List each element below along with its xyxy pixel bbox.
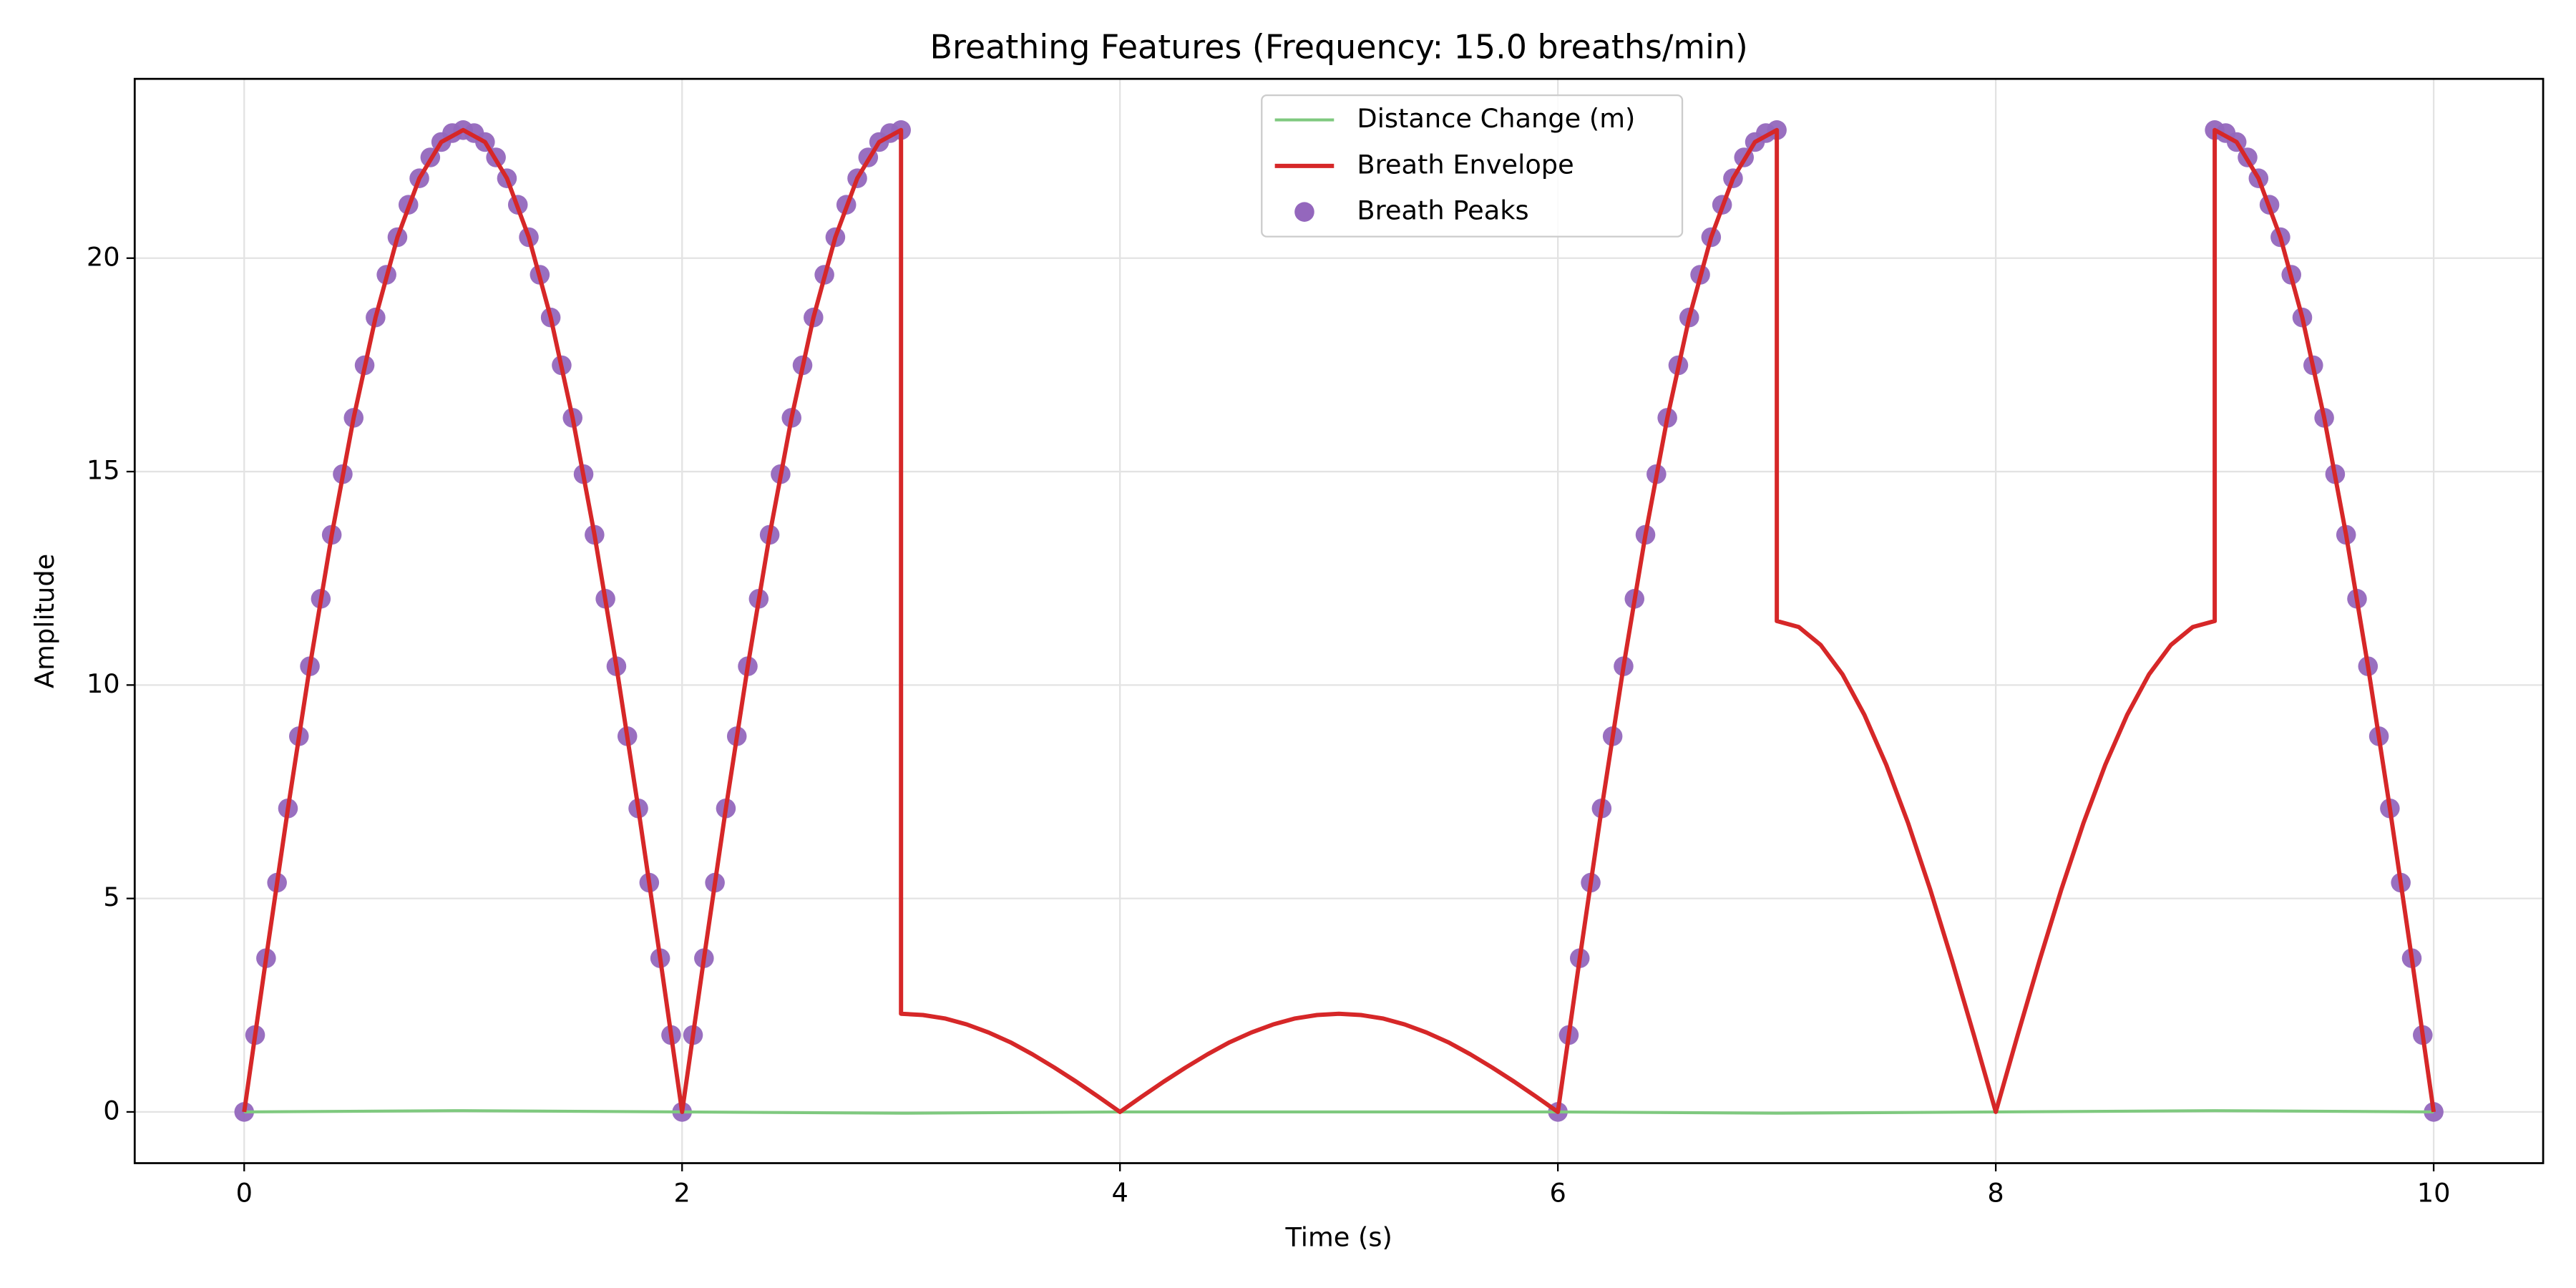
legend: Distance Change (m) Breath Envelope Breath… — [1261, 94, 1684, 238]
legend-box — [1261, 94, 1684, 238]
x-tick-label: 8 — [1987, 1178, 2004, 1209]
y-tick-label: 20 — [87, 241, 120, 272]
y-tick-label: 15 — [87, 455, 120, 486]
y-tick-label: 0 — [103, 1095, 119, 1126]
legend-label: Distance Change (m) — [1357, 103, 1635, 134]
x-tick-label: 6 — [1549, 1178, 1566, 1209]
chart-title: Breathing Features (Frequency: 15.0 brea… — [930, 27, 1748, 66]
legend-label: Breath Peaks — [1357, 195, 1528, 226]
legend-swatch — [1294, 202, 1314, 222]
x-tick-label: 10 — [2417, 1178, 2451, 1209]
line-series — [244, 1109, 2434, 1115]
x-tick-label: 0 — [236, 1178, 253, 1209]
x-tick-label: 2 — [674, 1178, 691, 1209]
legend-label: Breath Envelope — [1357, 149, 1574, 180]
line-series — [242, 127, 2436, 1114]
y-axis-label: Amplitude — [29, 554, 60, 688]
y-tick-label: 5 — [103, 882, 119, 912]
y-tick-label: 10 — [87, 668, 120, 699]
plot-frame — [133, 77, 2545, 1164]
x-tick-label: 4 — [1112, 1178, 1128, 1209]
x-axis-label: Time (s) — [1285, 1222, 1392, 1253]
